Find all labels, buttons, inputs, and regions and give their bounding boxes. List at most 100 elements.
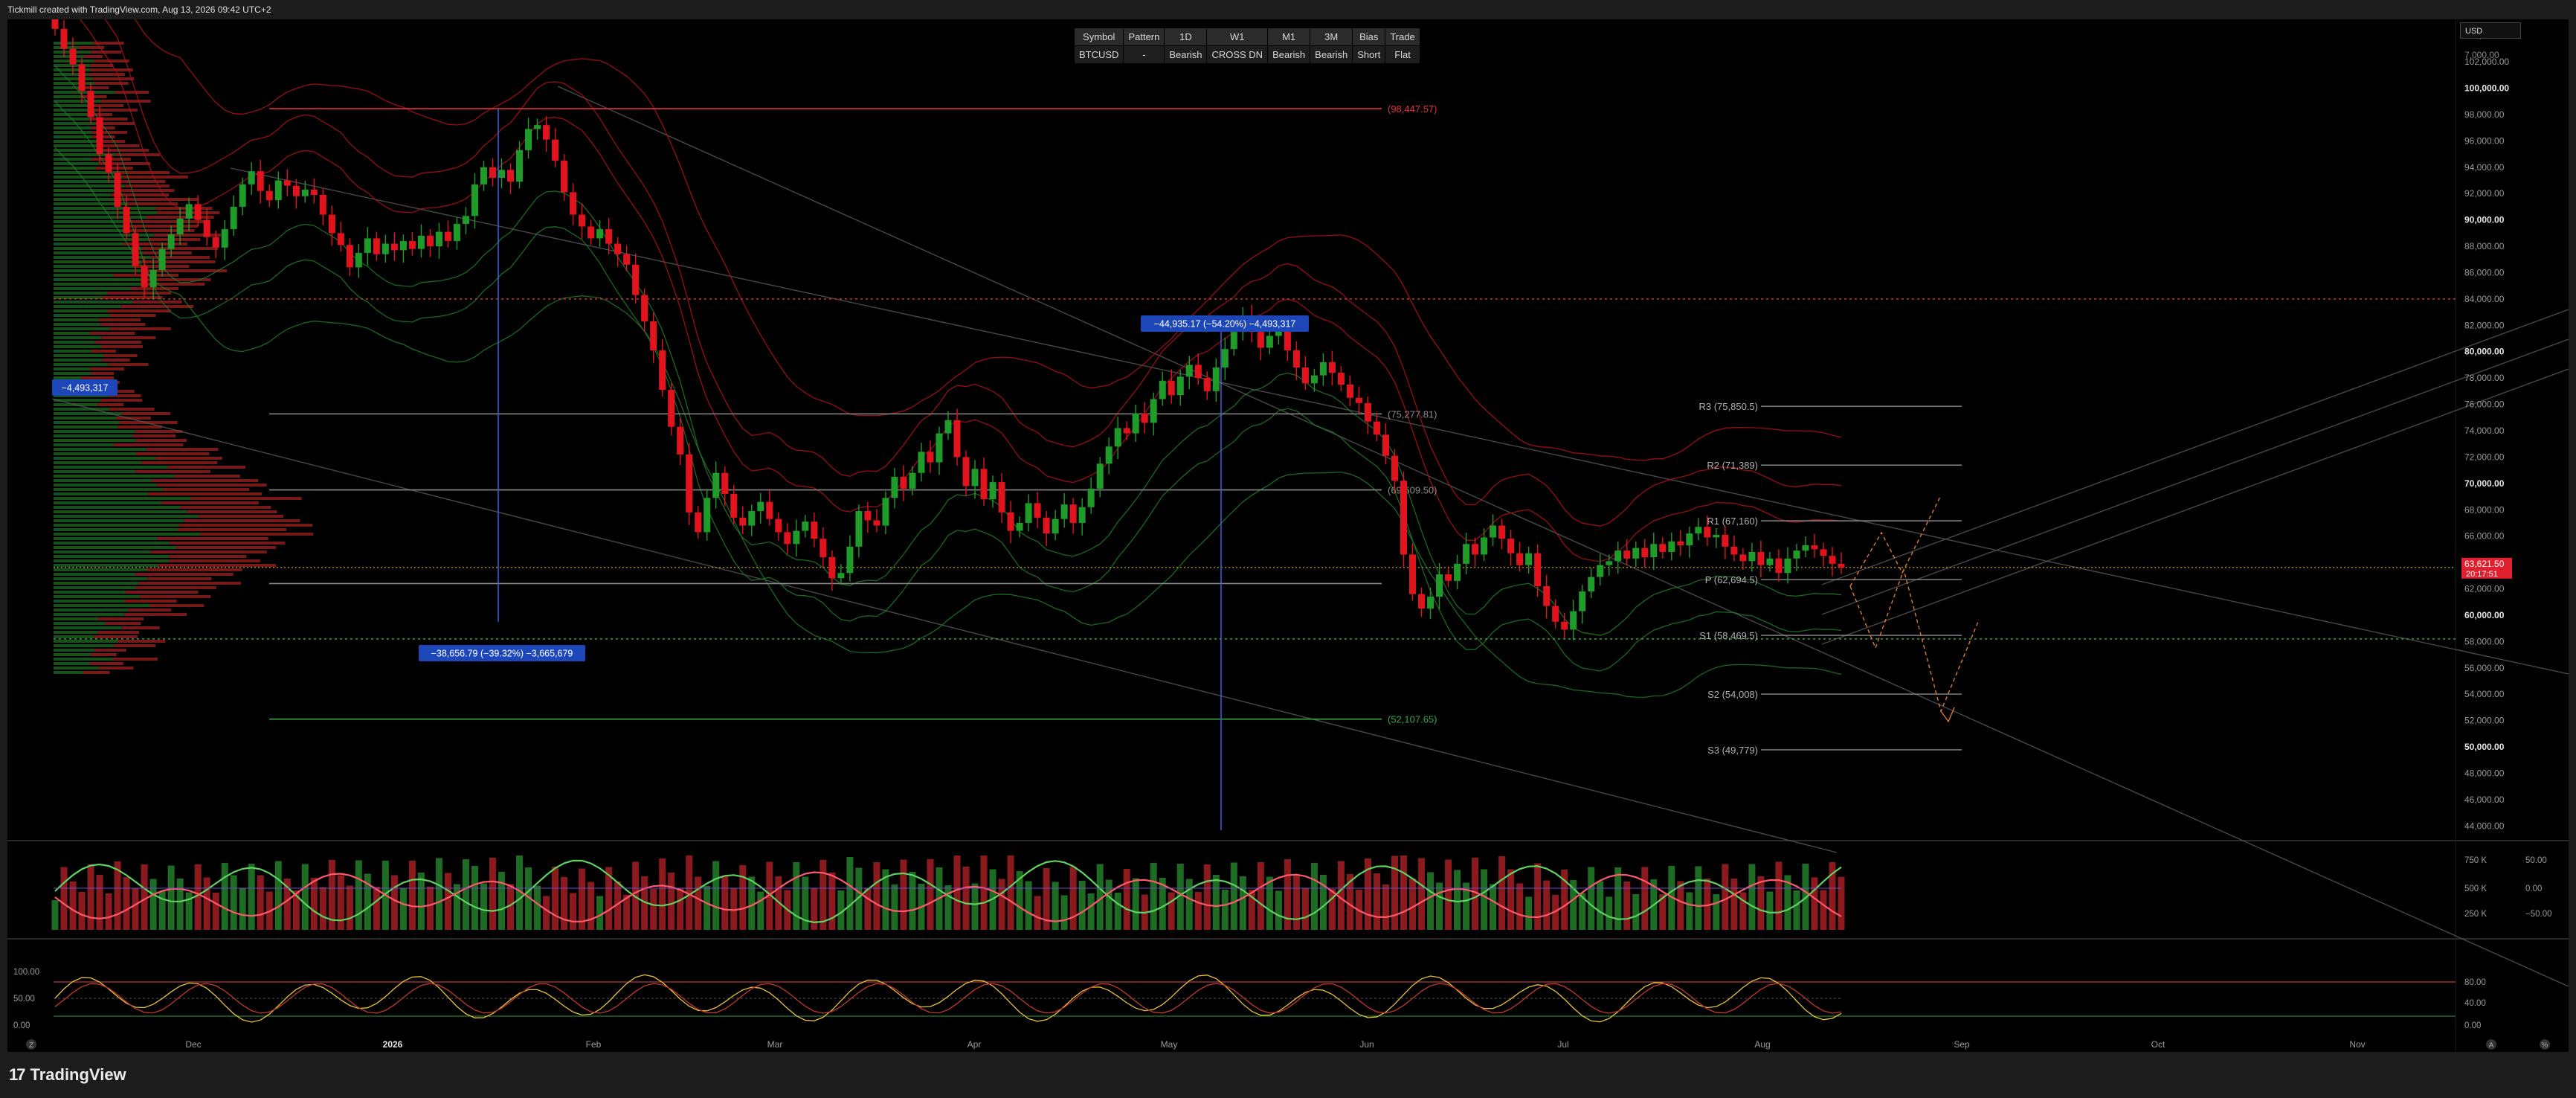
price-tick-label: 86,000.00 [2464, 267, 2505, 277]
candle-body [292, 185, 300, 196]
band-line-2 [79, 19, 1842, 562]
profile-bar-sell [157, 537, 268, 540]
profile-bar-sell [91, 113, 112, 116]
candle-body [1623, 550, 1631, 559]
profile-bar-buy [54, 488, 163, 491]
profile-bar-buy [54, 171, 121, 174]
trendline-2 [230, 167, 2569, 675]
profile-bar-buy [54, 591, 126, 594]
auto-scale-badge [2486, 1039, 2496, 1050]
status-m1: Bearish [1267, 45, 1311, 64]
profile-bar-buy [54, 600, 125, 603]
profile-bar-buy [54, 640, 118, 643]
candle-body [766, 501, 773, 519]
time-tick-label: May [1161, 1039, 1178, 1050]
volume-bar [802, 876, 809, 930]
candle-body [677, 426, 684, 455]
candle-body [659, 350, 666, 391]
profile-bar-sell [150, 550, 267, 553]
tradingview-logo[interactable]: 17 TradingView [9, 1065, 126, 1085]
profile-bar-sell [91, 131, 127, 134]
profile-bar-sell [153, 234, 221, 237]
profile-bar-buy [54, 274, 114, 277]
pivot-label-R1: R1 (67,160) [1707, 516, 1758, 527]
profile-bar-sell [100, 399, 143, 402]
candle-body [346, 245, 353, 268]
profile-bar-sell [89, 662, 123, 665]
candle-body [989, 482, 996, 500]
volume-bar [525, 867, 532, 930]
candle-body [632, 264, 640, 295]
profile-bar-buy [54, 345, 101, 348]
profile-bar-buy [54, 613, 125, 616]
volume-axis-label: 750 K [2464, 856, 2487, 865]
profile-bar-buy [54, 537, 158, 540]
price-tick-label: 76,000.00 [2464, 399, 2505, 410]
profile-bar-sell [79, 46, 105, 49]
candle-body [1159, 380, 1166, 399]
status-trade: Flat [1385, 45, 1420, 64]
volume-bar [1292, 874, 1300, 930]
candle-body [1561, 621, 1568, 630]
volume-bar [793, 862, 800, 930]
volume-bar [185, 892, 193, 930]
currency-selector[interactable]: USD [2460, 22, 2521, 39]
candle-body [283, 180, 291, 186]
profile-bar-sell [141, 247, 218, 250]
candle-body [1364, 402, 1371, 422]
volume-bar [1087, 893, 1095, 930]
candle-body [1722, 534, 1729, 547]
profile-bar-sell [123, 176, 188, 179]
candle-body [748, 511, 756, 526]
profile-bar-sell [167, 466, 245, 469]
candle-body [1382, 434, 1389, 456]
volume-bar [1614, 867, 1622, 930]
projection-path-upper [1849, 495, 1942, 587]
candle-body [203, 219, 210, 237]
volume-bar [1534, 863, 1542, 930]
volume-bar [1623, 882, 1631, 930]
profile-bar-buy [54, 448, 146, 451]
volume-bar [739, 865, 747, 930]
profile-bar-buy [54, 515, 199, 518]
profile-bar-buy [54, 519, 184, 522]
candle-body [846, 546, 854, 574]
candle-body [274, 180, 282, 201]
price-tick-label: 52,000.00 [2464, 716, 2505, 726]
profile-bar-sell [113, 658, 158, 661]
status-header-bias: Bias [1352, 28, 1386, 46]
candle-body [185, 204, 193, 219]
volume-bar [846, 857, 854, 930]
profile-bar-buy [54, 595, 140, 598]
profile-bar-sell [135, 573, 234, 576]
profile-bar-buy [54, 91, 115, 94]
profile-bar-sell [91, 350, 117, 353]
stoch-right-label: 0.00 [2464, 1021, 2481, 1030]
profile-bar-buy [54, 126, 91, 129]
price-chart[interactable]: (98,447.57) (75,277.81) (69,509.50) (52,107… [7, 19, 2569, 1052]
candle-body [1606, 561, 1613, 565]
profile-bar-sell [107, 309, 172, 312]
volume-bar [1686, 892, 1693, 930]
volume-bar [1105, 879, 1112, 930]
profile-bar-sell [96, 109, 138, 112]
profile-bar-buy [54, 671, 83, 674]
candles-layer [51, 19, 1845, 640]
candle-body [837, 573, 845, 579]
candle-body [1292, 350, 1300, 367]
volume-bar [1132, 878, 1139, 930]
candle-body [614, 243, 622, 254]
volume-bar [900, 859, 907, 930]
candle-body [695, 512, 702, 533]
candle-body [1052, 518, 1059, 534]
volume-bar [444, 873, 451, 930]
profile-bar-sell [115, 153, 161, 156]
status-header-m1: M1 [1267, 28, 1311, 46]
candle-body [230, 206, 237, 230]
candle-body [811, 521, 818, 539]
profile-bar-buy [54, 359, 103, 362]
profile-bar-sell [91, 51, 122, 54]
profile-bar-sell [138, 582, 241, 585]
candle-body [552, 139, 559, 161]
profile-bar-buy [54, 617, 98, 620]
